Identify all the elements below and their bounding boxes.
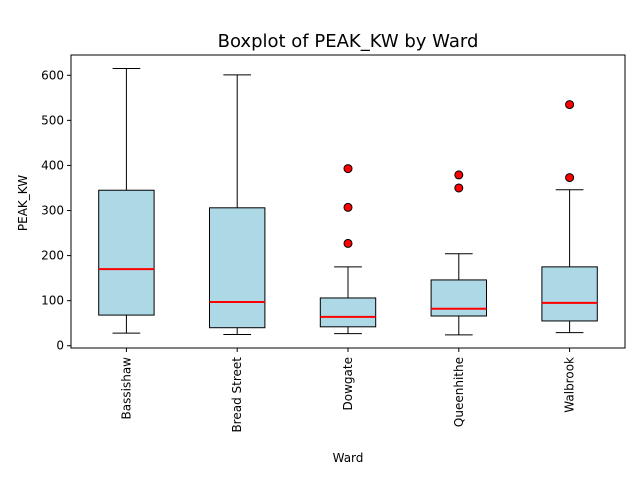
y-tick-label-500: 500 (41, 113, 64, 127)
chart-title: Boxplot of PEAK_KW by Ward (218, 31, 479, 52)
y-tick-label-300: 300 (41, 204, 64, 218)
box-dowgate (319, 297, 377, 328)
box-queenhithe (430, 279, 488, 317)
outlier-point-dowgate-2 (343, 164, 353, 174)
y-axis-label: PEAK_KW (16, 175, 30, 231)
box-bassishaw (98, 189, 155, 316)
y-tick-label-400: 400 (41, 158, 64, 172)
y-tick-label-200: 200 (41, 249, 64, 263)
x-axis-label: Ward (333, 451, 364, 465)
box-bread-street (209, 207, 266, 329)
y-tick-label-100: 100 (41, 294, 64, 308)
y-tick-label-600: 600 (41, 68, 64, 82)
box-walbrook (541, 266, 598, 322)
outlier-point-queenhithe-1 (454, 170, 464, 180)
x-tick-label-bassishaw: Bassishaw (119, 357, 133, 420)
y-tick-label-0: 0 (56, 339, 64, 353)
x-tick-label-queenhithe: Queenhithe (452, 357, 466, 427)
outlier-point-dowgate-1 (343, 202, 353, 212)
outlier-point-queenhithe-0 (454, 183, 464, 193)
x-tick-label-dowgate: Dowgate (341, 357, 355, 410)
x-tick-label-walbrook: Walbrook (563, 357, 577, 413)
x-tick-label-bread-street: Bread Street (230, 357, 244, 433)
outlier-point-dowgate-0 (343, 238, 353, 248)
plot-area: 0 100 200 300 400 500 600 Bassishaw Bread Street… (41, 54, 626, 433)
outlier-point-walbrook-1 (565, 100, 575, 110)
outlier-point-walbrook-0 (565, 173, 575, 183)
